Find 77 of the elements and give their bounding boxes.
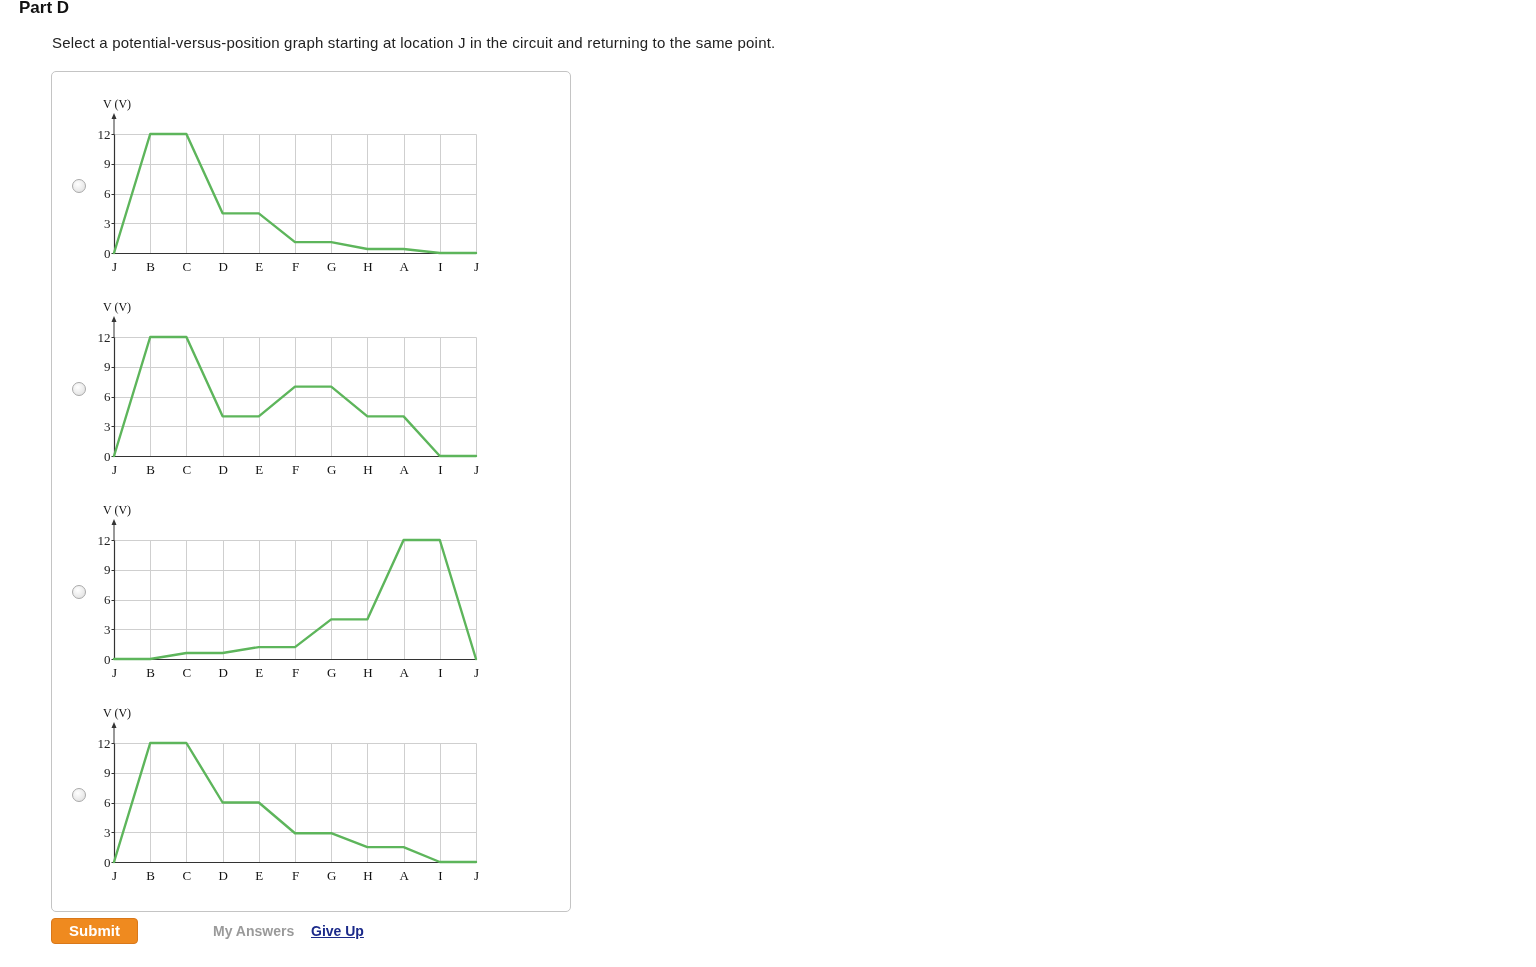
y-tick-label: 0 [104, 448, 111, 464]
x-tick-label: A [399, 461, 410, 477]
y-tick-label: 6 [104, 185, 112, 201]
x-tick-label: I [438, 664, 443, 680]
y-tick-label: 6 [104, 591, 112, 607]
y-tick-label: 3 [104, 824, 111, 840]
y-tick-label: 6 [104, 794, 112, 810]
x-tick-label: H [363, 664, 373, 680]
x-tick-label: F [292, 461, 300, 477]
line-series [113, 335, 478, 457]
x-tick-label: E [255, 664, 264, 680]
text: My Answers [213, 923, 295, 940]
y-tick-label: 6 [104, 388, 112, 404]
y-tick-label: 0 [104, 854, 111, 870]
x-tick-label: G [327, 258, 337, 274]
chart-subtitle: Select a potential-versus-position graph starting at location J in the circuit and returning to the same point. [52, 34, 776, 52]
x-tick-label: F [292, 664, 300, 680]
y-tick-label: 12 [97, 735, 111, 751]
x-tick-label: I [438, 867, 443, 883]
y-tick-label: 12 [97, 329, 111, 345]
x-tick-label: B [146, 664, 156, 680]
line-series [113, 741, 478, 863]
x-tick-label: J [474, 867, 480, 883]
y-tick-label: 9 [104, 358, 111, 374]
x-tick-label: E [255, 258, 264, 274]
y-tick-label: 3 [104, 621, 111, 637]
y-tick-label: 0 [104, 651, 111, 667]
y-tick-label: 12 [97, 126, 111, 142]
x-tick-label: J [474, 258, 480, 274]
y-axis-title: V (V) [103, 299, 132, 314]
x-tick-label: F [292, 258, 300, 274]
y-tick-label: 9 [104, 155, 111, 171]
y-tick-label: 9 [104, 561, 111, 577]
x-tick-label: G [327, 664, 337, 680]
text: Give Up [311, 923, 364, 940]
x-tick-label: J [112, 867, 118, 883]
x-tick-label: D [218, 258, 229, 274]
line-series [113, 538, 478, 660]
x-tick-label: G [327, 867, 337, 883]
x-tick-label: J [474, 461, 480, 477]
y-axis-title: V (V) [103, 502, 132, 517]
x-tick-label: J [474, 664, 480, 680]
x-tick-label: H [363, 461, 373, 477]
x-tick-label: H [363, 258, 373, 274]
x-tick-label: J [112, 664, 118, 680]
x-tick-label: F [292, 867, 300, 883]
x-tick-label: D [218, 461, 229, 477]
x-tick-label: I [438, 461, 443, 477]
x-tick-label: C [182, 664, 192, 680]
x-tick-label: C [182, 461, 192, 477]
x-tick-label: D [218, 867, 229, 883]
y-tick-label: 3 [104, 418, 111, 434]
x-tick-label: B [146, 867, 156, 883]
x-tick-label: C [182, 867, 192, 883]
x-tick-label: B [146, 258, 156, 274]
x-tick-label: H [363, 867, 373, 883]
x-tick-label: A [399, 664, 410, 680]
y-axis-title: V (V) [103, 96, 132, 111]
x-tick-label: D [218, 664, 229, 680]
x-tick-label: J [112, 258, 118, 274]
x-tick-label: E [255, 461, 264, 477]
x-tick-label: C [182, 258, 192, 274]
submit-button: Submit [51, 918, 138, 944]
x-tick-label: E [255, 867, 264, 883]
x-tick-label: G [327, 461, 337, 477]
x-tick-label: A [399, 867, 410, 883]
x-tick-label: I [438, 258, 443, 274]
x-tick-label: J [112, 461, 118, 477]
line-series [113, 132, 478, 254]
y-tick-label: 0 [104, 245, 111, 261]
y-axis-title: V (V) [103, 705, 132, 720]
x-tick-label: B [146, 461, 156, 477]
chart-title: Part D [19, 0, 70, 17]
y-tick-label: 3 [104, 215, 111, 231]
y-tick-label: 9 [104, 764, 111, 780]
x-tick-label: A [399, 258, 410, 274]
y-tick-label: 12 [97, 532, 111, 548]
